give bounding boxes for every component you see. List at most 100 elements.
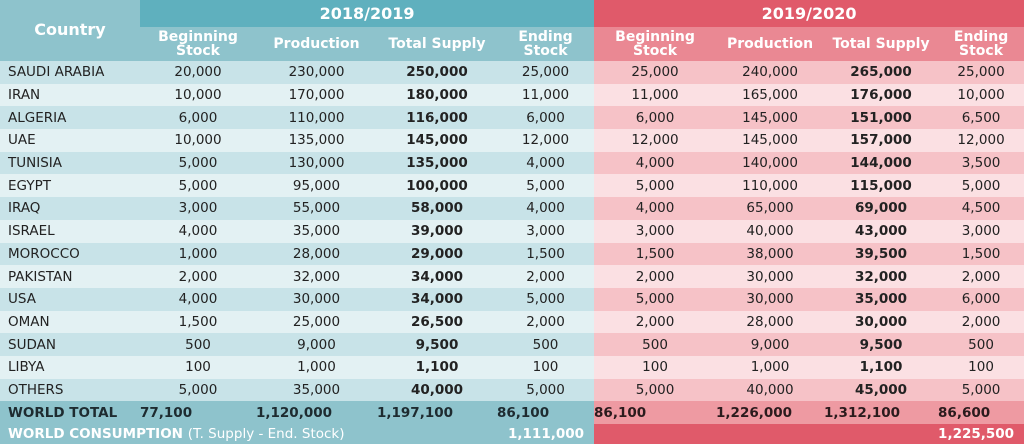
table-cell: 30,000 [824,310,939,334]
table-cell: 5,000 [140,151,256,175]
table-cell: 11,000 [594,83,717,107]
table-row: SUDAN 500 9,000 9,500 500 500 9,000 9,500 500 [0,333,1024,356]
country-name: SUDAN [0,333,140,356]
table-cell: 180,000 [377,83,497,107]
country-name: SAUDI ARABIA [0,61,140,84]
table-cell: 4,000 [594,197,717,220]
header-ending-stock-2: Ending Stock [938,27,1024,61]
table-cell: 1,500 [594,242,717,266]
table-cell: 12,000 [594,129,717,152]
table-cell: 4,000 [497,151,595,175]
table-cell: 4,000 [140,219,256,243]
table-cell: 5,000 [497,174,595,198]
country-name: PAKISTAN [0,265,140,288]
table-cell: 2,000 [938,265,1024,288]
table-cell: 1,000 [140,242,256,266]
table-row: SAUDI ARABIA 20,000 230,000 250,000 25,000 25… [0,61,1024,84]
table-cell: 12,000 [497,129,595,152]
table-cell: 9,000 [256,333,377,356]
table-cell: 65,000 [716,197,825,220]
table-row: OMAN 1,500 25,000 26,500 2,000 2,000 28,000 30,… [0,310,1024,334]
country-name: ALGERIA [0,106,140,130]
table-cell: 43,000 [824,219,939,243]
country-name: IRAQ [0,197,140,220]
header-year-2019-2020: 2019/2020 [594,0,1024,27]
table-cell: 30,000 [716,287,825,311]
table-cell: 4,000 [594,151,717,175]
table-cell: 130,000 [256,151,377,175]
table-cell: 25,000 [938,61,1024,84]
table-cell: 28,000 [716,310,825,334]
country-name: TUNISIA [0,151,140,175]
table-cell: 29,000 [377,242,497,266]
table-cell: 145,000 [716,129,825,152]
table-row: MOROCCO 1,000 28,000 29,000 1,500 1,500 38,000… [0,242,1024,266]
table-cell: 30,000 [256,287,377,311]
table-cell: 151,000 [824,106,939,130]
table-cell: 6,000 [594,106,717,130]
table-cell: 32,000 [256,265,377,288]
country-name: USA [0,287,140,311]
table-cell: 5,000 [497,287,595,311]
table-row: PAKISTAN 2,000 32,000 34,000 2,000 2,000 30,00… [0,265,1024,288]
table-cell: 2,000 [497,310,595,334]
table-cell: 176,000 [824,83,939,107]
header-ending-stock-1: Ending Stock [497,27,595,61]
table-cell: 157,000 [824,129,939,152]
table-cell: 32,000 [824,265,939,288]
table-cell: 110,000 [716,174,825,198]
table-cell: 1,500 [140,310,256,334]
table-cell: 265,000 [824,61,939,84]
table-cell: 3,000 [497,219,595,243]
table-cell: 55,000 [256,197,377,220]
total-cell: 86,100 [497,401,595,425]
table-cell: 25,000 [256,310,377,334]
table-cell: 230,000 [256,61,377,84]
table-cell: 39,500 [824,242,939,266]
table-cell: 140,000 [716,151,825,175]
table-cell: 12,000 [938,129,1024,152]
country-name: ISRAEL [0,219,140,243]
table-cell: 144,000 [824,151,939,175]
country-name: IRAN [0,83,140,107]
table-cell: 110,000 [256,106,377,130]
table-cell: 34,000 [377,265,497,288]
table-cell: 5,000 [140,378,256,402]
total-cell: 86,600 [938,401,1024,425]
table-cell: 35,000 [256,219,377,243]
table-cell: 3,000 [140,197,256,220]
table-cell: 25,000 [594,61,717,84]
table-cell: 1,500 [497,242,595,266]
table-cell: 3,000 [938,219,1024,243]
header-total-supply-1: Total Supply [377,27,497,61]
table-cell: 26,500 [377,310,497,334]
world-total-label: WORLD TOTAL [0,401,140,425]
table-row: USA 4,000 30,000 34,000 5,000 5,000 30,000 35,0… [0,287,1024,311]
country-name: LIBYA [0,355,140,379]
consumption-note: (T. Supply - End. Stock) [187,426,345,443]
table-cell: 6,000 [140,106,256,130]
table-cell: 10,000 [938,83,1024,107]
table-cell: 1,100 [824,355,939,379]
table-cell: 20,000 [140,61,256,84]
table-cell: 10,000 [140,129,256,152]
table-cell: 145,000 [716,106,825,130]
header-country: Country [0,0,140,61]
table-cell: 10,000 [140,83,256,107]
table-cell: 1,100 [377,355,497,379]
table-cell: 30,000 [716,265,825,288]
table-cell: 135,000 [377,151,497,175]
table-cell: 95,000 [256,174,377,198]
table-cell: 135,000 [256,129,377,152]
table-cell: 2,000 [497,265,595,288]
table-cell: 9,000 [716,333,825,356]
table-cell: 40,000 [377,378,497,402]
table-cell: 28,000 [256,242,377,266]
total-cell: 1,120,000 [256,401,377,425]
table-row: EGYPT 5,000 95,000 100,000 5,000 5,000 110,000… [0,174,1024,198]
table-cell: 5,000 [594,174,717,198]
country-name: UAE [0,129,140,152]
table-cell: 240,000 [716,61,825,84]
consumption-value-2018-2019: 1,111,000 [377,424,595,445]
